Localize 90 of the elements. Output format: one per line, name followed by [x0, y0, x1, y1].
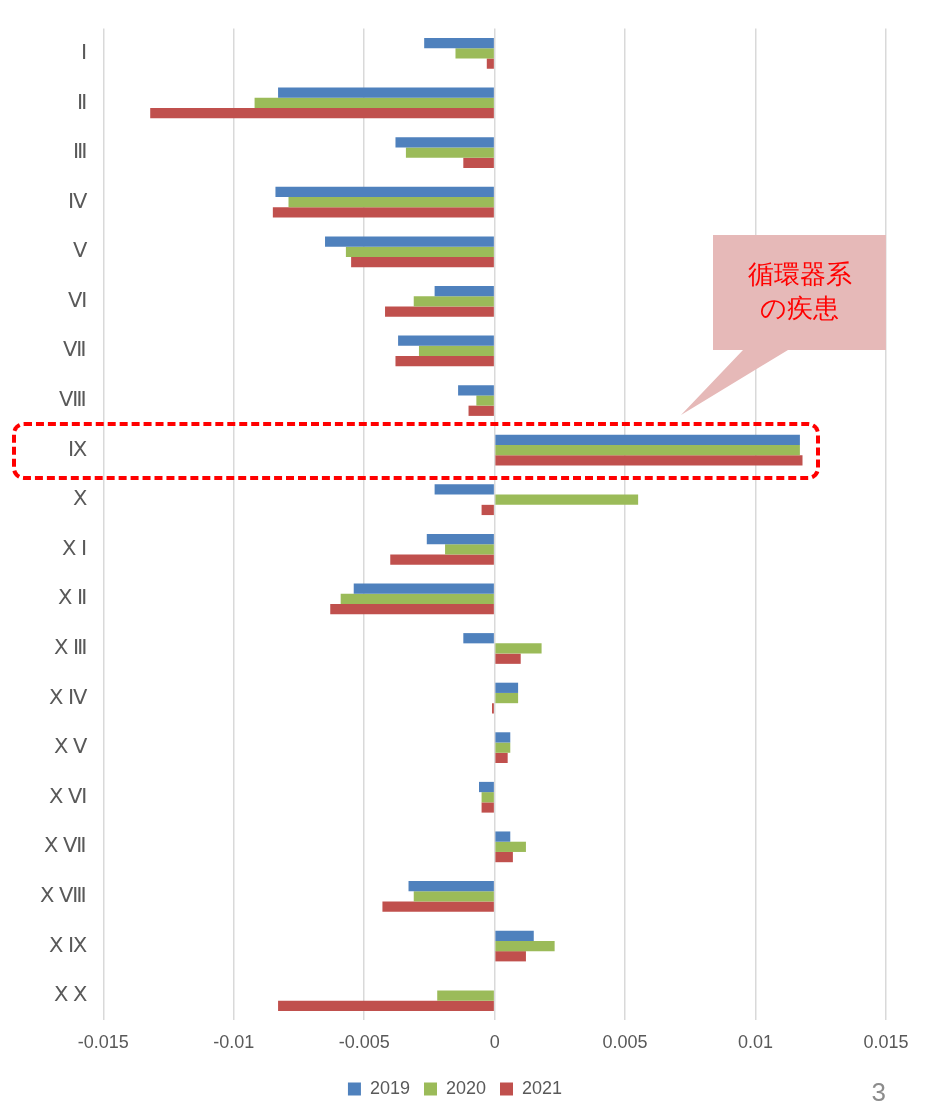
- y-tick-label: Ⅵ: [68, 287, 88, 312]
- bar: [395, 356, 494, 367]
- bar: [390, 554, 494, 565]
- bar: [418, 345, 494, 357]
- bar: [351, 256, 494, 268]
- x-tick-label: 0.01: [738, 1032, 774, 1053]
- y-tick-label: Ⅴ: [73, 238, 89, 263]
- bar: [385, 306, 494, 317]
- bar: [424, 38, 494, 49]
- bar: [478, 781, 494, 793]
- y-tick-label: Ⅱ: [77, 89, 88, 114]
- text: 3: [871, 1077, 886, 1108]
- bar: [437, 990, 494, 1001]
- bar: [340, 593, 494, 605]
- bar: [495, 841, 526, 852]
- y-tick-label: Ⅹ Ⅵ: [49, 783, 88, 808]
- bar: [254, 97, 494, 109]
- bar: [495, 444, 800, 456]
- bar: [345, 246, 494, 257]
- y-tick-label: Ⅳ: [68, 188, 89, 213]
- bar: [434, 285, 494, 297]
- bar: [495, 851, 513, 863]
- x-tick-label: 0.005: [602, 1032, 648, 1053]
- bar: [481, 792, 494, 803]
- y-tick-label: Ⅹ Ⅰ: [62, 535, 88, 560]
- bar: [468, 405, 494, 416]
- y-tick-label: Ⅹ Ⅸ: [49, 932, 88, 957]
- y-tick-label: Ⅷ: [59, 387, 88, 412]
- bar: [458, 385, 494, 396]
- bar: [495, 682, 519, 693]
- y-tick-label: Ⅹ Ⅹ: [54, 982, 88, 1007]
- x-tick-label: -0.015: [77, 1032, 129, 1053]
- legend-label: 2021: [522, 1077, 563, 1098]
- bar: [481, 802, 494, 813]
- y-tick-label: Ⅹ Ⅴ: [54, 734, 89, 759]
- bar: [275, 186, 494, 198]
- y-tick-label: Ⅹ Ⅱ: [58, 585, 88, 610]
- bar: [495, 494, 639, 505]
- bar: [495, 732, 511, 743]
- bar: [413, 296, 494, 307]
- bar: [150, 108, 494, 119]
- bar: [278, 87, 494, 98]
- bar: [476, 395, 494, 406]
- x-tick-label: 0: [489, 1032, 500, 1053]
- legend-label: 2019: [369, 1077, 410, 1098]
- bar: [495, 692, 519, 704]
- y-tick-label: Ⅹ Ⅶ: [44, 833, 88, 858]
- bar: [455, 48, 494, 59]
- bar: [495, 951, 526, 962]
- bar: [495, 653, 521, 664]
- bar: [495, 831, 511, 842]
- bar: [398, 335, 494, 346]
- bar: [272, 207, 494, 218]
- y-tick-label: Ⅶ: [63, 337, 88, 362]
- bar: [278, 1000, 494, 1011]
- bar: [495, 940, 555, 952]
- bar: [413, 891, 494, 902]
- bar: [395, 137, 494, 148]
- legend-label: 2020: [445, 1077, 487, 1098]
- x-tick-label: -0.01: [213, 1032, 255, 1053]
- bar: [330, 604, 494, 615]
- bar: [495, 752, 508, 764]
- bar: [405, 147, 494, 158]
- x-tick-label: 0.015: [863, 1032, 909, 1053]
- y-tick-label: Ⅹ Ⅳ: [49, 684, 89, 709]
- bar: [463, 633, 494, 644]
- y-tick-label: Ⅲ: [73, 139, 88, 164]
- bar: [288, 197, 494, 208]
- bar: [495, 455, 803, 466]
- x-tick-label: -0.005: [338, 1032, 390, 1053]
- bar: [325, 236, 494, 247]
- bar: [382, 901, 494, 912]
- bar: [463, 157, 494, 168]
- annotation: 循環器系の疾患: [746, 258, 853, 326]
- bar: [495, 434, 800, 445]
- bar: [481, 504, 494, 516]
- y-tick-label: Ⅹ Ⅲ: [54, 634, 88, 659]
- bar: [445, 544, 494, 555]
- y-tick-label: Ⅸ: [68, 436, 88, 461]
- bar: [495, 742, 511, 753]
- bar: [408, 881, 494, 892]
- bar: [486, 58, 494, 69]
- bar: [495, 930, 534, 941]
- bar: [495, 643, 542, 654]
- y-tick-label: Ⅹ: [73, 486, 88, 511]
- y-tick-label: Ⅹ Ⅷ: [40, 882, 88, 907]
- bar: [426, 533, 494, 545]
- bar: [434, 484, 494, 495]
- y-tick-label: Ⅰ: [81, 39, 88, 64]
- bar: [353, 583, 494, 594]
